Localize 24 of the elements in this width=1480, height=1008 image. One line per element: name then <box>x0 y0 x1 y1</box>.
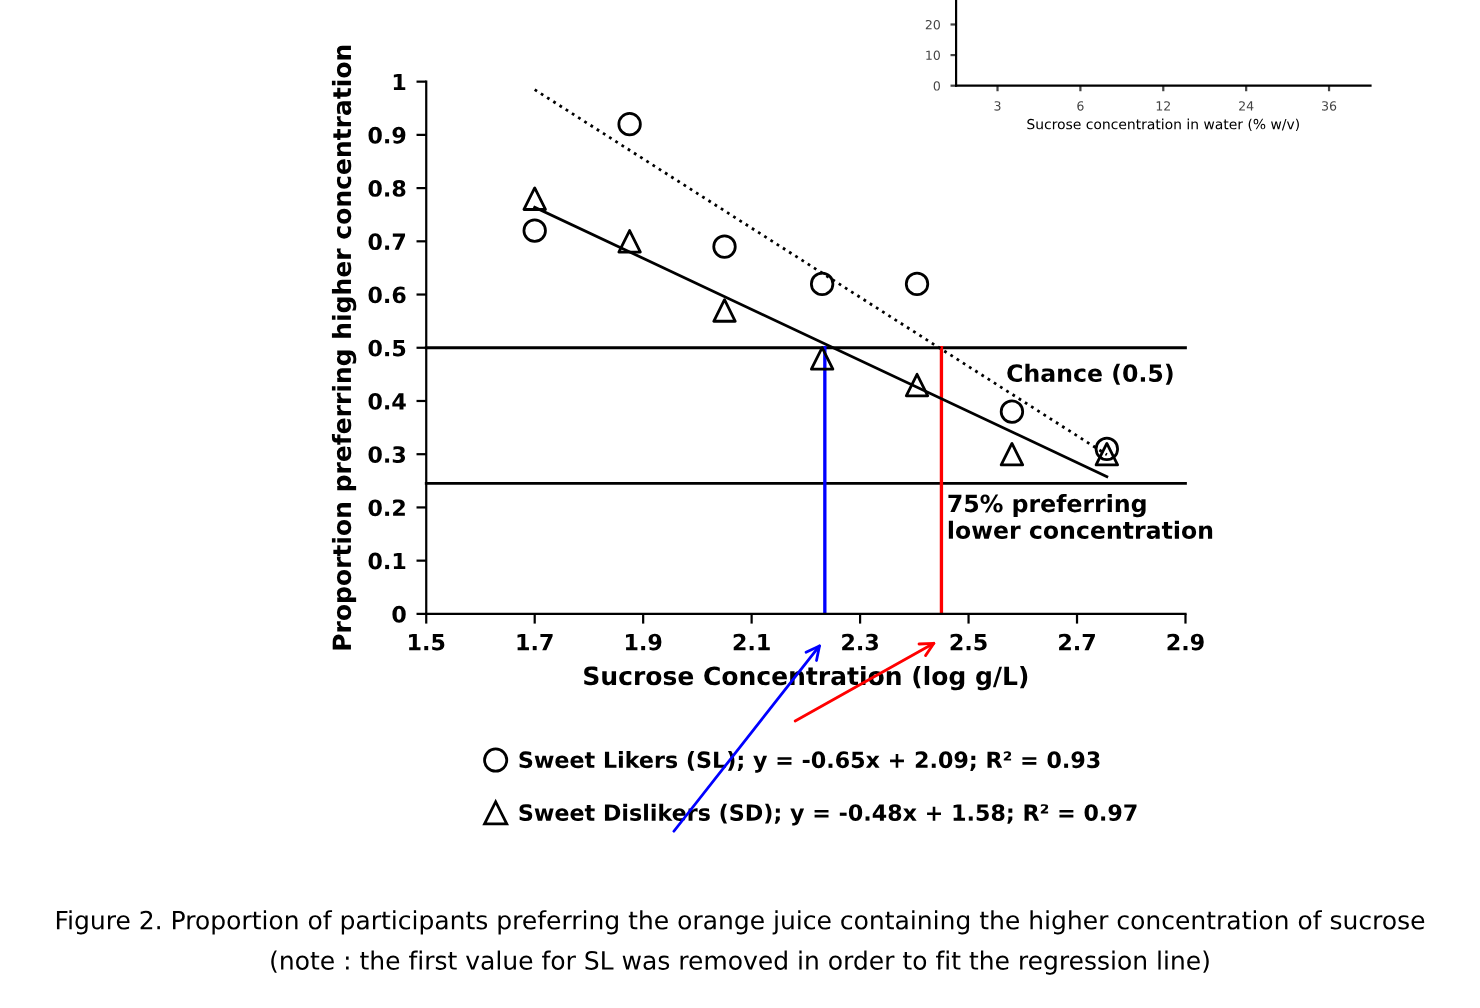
ref-line-label: 75% preferring lower concentration <box>948 494 1213 540</box>
x-tick-label: 1.9 <box>625 633 662 651</box>
y-tick-label: 0.3 <box>368 446 406 463</box>
x-tick-label: 2.9 <box>1167 633 1204 651</box>
x-tick-label: 2.1 <box>733 633 770 651</box>
y-tick-label: 0.1 <box>368 552 406 570</box>
x-tick-label: 1.5 <box>409 634 445 651</box>
y-tick-label: 0.6 <box>368 286 406 304</box>
y-tick-label: 0.9 <box>368 126 406 144</box>
y-axis-title: Proportion preferring higher concentration <box>331 45 357 650</box>
y-tick-label: 0.7 <box>368 233 406 251</box>
caption: Figure 2. Proportion of participants preferring the orange juice containing the higher concentration of sucrose <box>56 910 1425 935</box>
y-tick-label: 0.5 <box>368 339 406 357</box>
y-tick-label: 1 <box>393 73 406 91</box>
x-tick-label: 2.7 <box>1059 633 1095 651</box>
x-tick-label: 2.5 <box>950 633 987 651</box>
y-tick-label: 0.4 <box>368 392 406 410</box>
x-tick-label: 1.7 <box>517 634 553 651</box>
y-tick-label: 0.8 <box>368 180 406 197</box>
y-tick-label: 0.2 <box>368 499 405 517</box>
text: (note : the first value for SL was removed in order to fit the regression line) <box>271 950 1209 975</box>
ref-line-label: Chance (0.5) <box>1007 363 1173 385</box>
y-tick-label: 0 <box>392 605 406 623</box>
x-tick-label: 2.3 <box>842 633 879 651</box>
